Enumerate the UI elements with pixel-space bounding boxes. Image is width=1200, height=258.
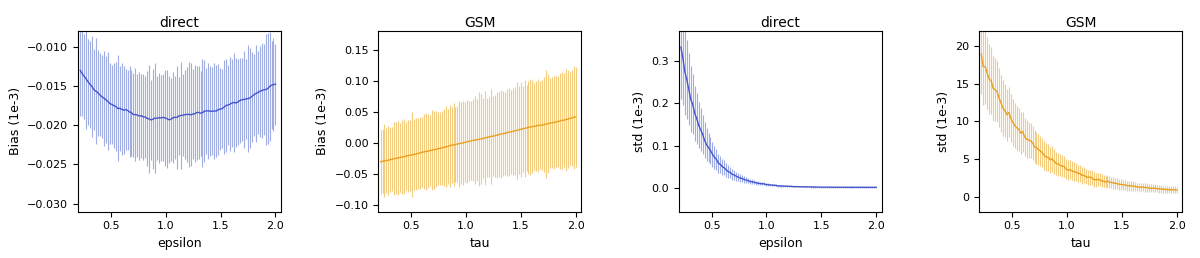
- X-axis label: epsilon: epsilon: [758, 237, 803, 250]
- X-axis label: tau: tau: [1070, 237, 1091, 250]
- Y-axis label: Bias (1e-3): Bias (1e-3): [8, 87, 22, 155]
- Title: GSM: GSM: [1064, 16, 1097, 30]
- Title: direct: direct: [160, 16, 199, 30]
- Y-axis label: Bias (1e-3): Bias (1e-3): [316, 87, 329, 155]
- Y-axis label: std (1e-3): std (1e-3): [632, 91, 646, 152]
- Y-axis label: std (1e-3): std (1e-3): [937, 91, 949, 152]
- X-axis label: epsilon: epsilon: [157, 237, 202, 250]
- Title: direct: direct: [761, 16, 800, 30]
- Title: GSM: GSM: [464, 16, 496, 30]
- X-axis label: tau: tau: [469, 237, 490, 250]
